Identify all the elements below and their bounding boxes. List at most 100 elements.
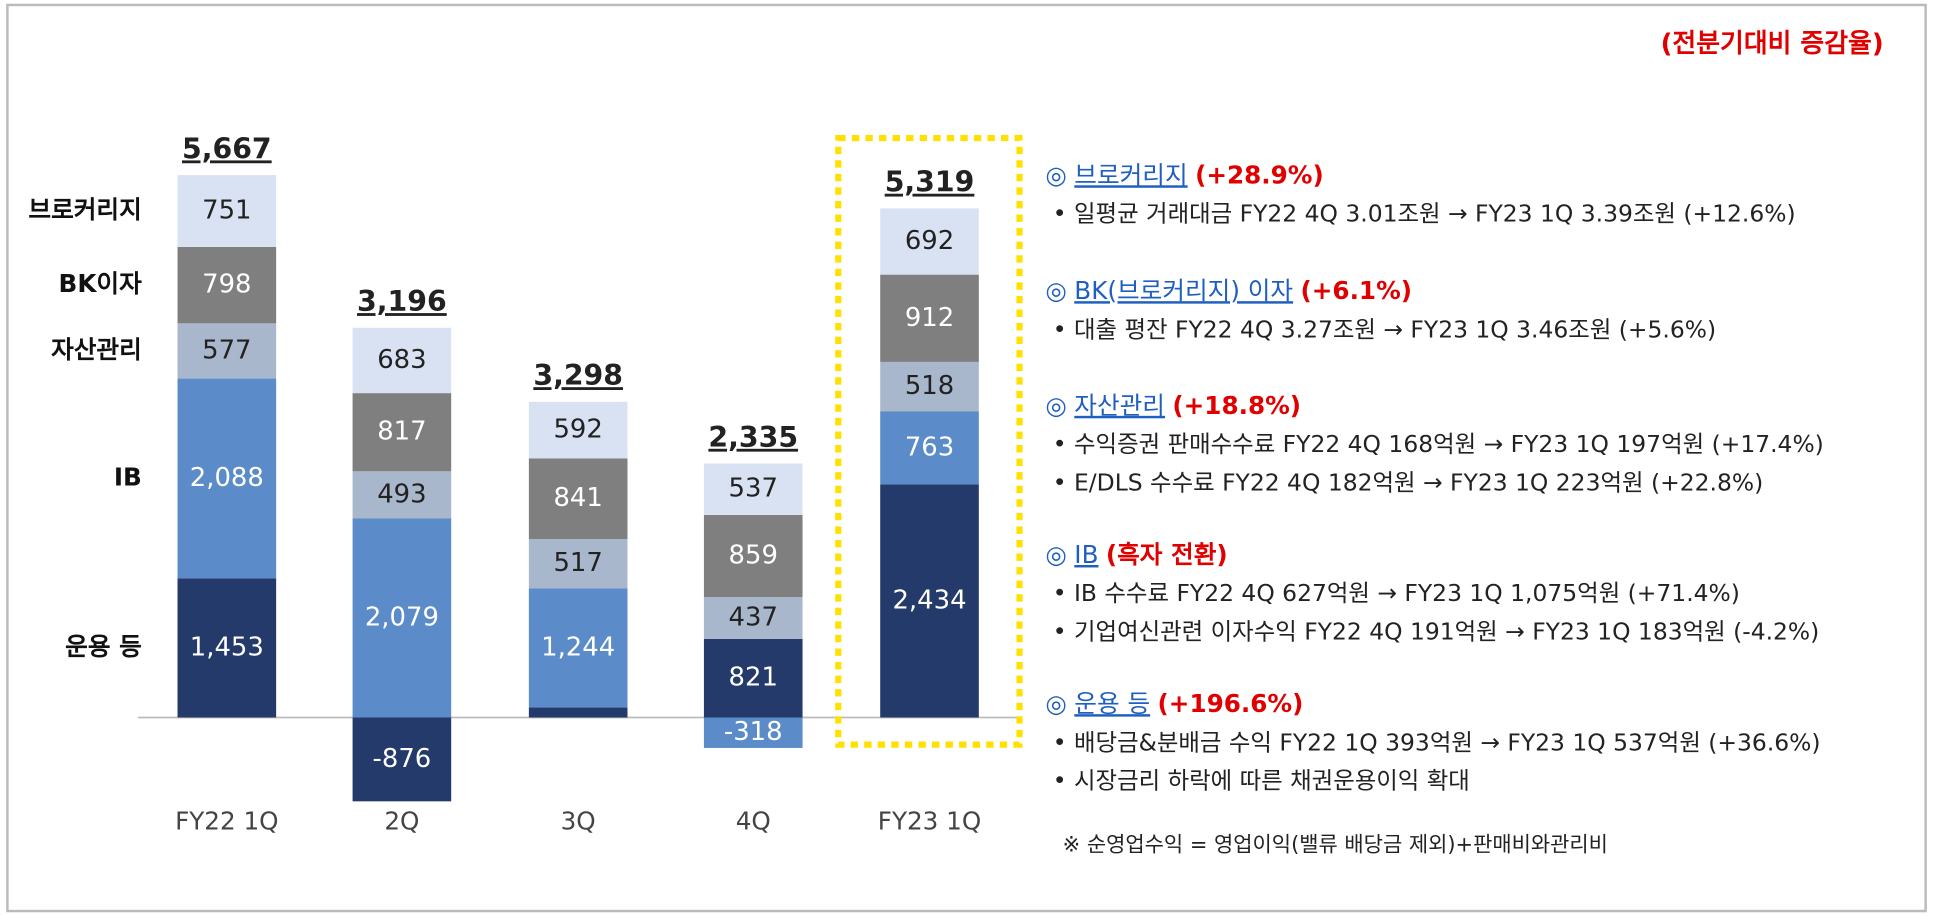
bullet-text: 배당금&분배금 수익 FY22 1Q 393억원 → FY23 1Q 537억원… — [1074, 728, 1821, 756]
marker: ◎ — [1045, 160, 1067, 189]
bar-segment — [703, 463, 803, 515]
bullet-text: 대출 평잔 FY22 4Q 3.27조원 → FY23 1Q 3.46조원 (+… — [1074, 315, 1716, 343]
bar-segment — [528, 458, 628, 539]
section-change: (+196.6%) — [1158, 689, 1304, 718]
data-label: 683 — [377, 345, 426, 375]
data-label: 859 — [729, 540, 778, 570]
bullet-text: 시장금리 하락에 따른 채권운용이익 확대 — [1074, 766, 1470, 794]
bullet-text: E/DLS 수수료 FY22 4Q 182억원 → FY23 1Q 223억원 … — [1074, 468, 1763, 496]
marker: ◎ — [1045, 276, 1067, 305]
bullet: • — [1053, 728, 1067, 756]
bullet: • — [1053, 468, 1067, 496]
data-label: 577 — [202, 335, 251, 365]
bar-segment — [528, 707, 628, 718]
data-label: 2,079 — [365, 603, 439, 633]
legend-label: BK이자 — [59, 269, 143, 298]
data-label: 518 — [905, 371, 954, 401]
total-label: 3,298 — [533, 359, 623, 392]
data-label: 798 — [202, 270, 251, 300]
footnote: ※ 순영업수익 = 영업이익(밸류 배당금 제외)+판매비와관리비 — [1063, 833, 1608, 857]
legend-label: 자산관리 — [51, 335, 142, 364]
bar-segment — [177, 175, 277, 247]
marker: ◎ — [1045, 540, 1067, 569]
note-bullet: • 일평균 거래대금 FY22 4Q 3.01조원 → FY23 1Q 3.39조… — [1053, 199, 1796, 227]
note-bullet: • IB 수수료 FY22 4Q 627억원 → FY23 1Q 1,075억원 … — [1053, 579, 1740, 607]
data-label: 763 — [905, 433, 954, 463]
bar-segment — [880, 274, 979, 362]
bar-segment — [177, 323, 277, 379]
section-change: (흑자 전환) — [1106, 540, 1228, 569]
data-label: 751 — [202, 196, 251, 226]
total-label: 5,319 — [885, 166, 975, 199]
data-label: 537 — [729, 474, 778, 504]
bar-segment — [703, 638, 803, 718]
bar-segment — [880, 484, 979, 718]
x-tick-label: FY22 1Q — [175, 806, 278, 835]
note-heading: ◎ BK(브로커리지) 이자 (+6.1%) — [1045, 276, 1412, 305]
note-bullet: • E/DLS 수수료 FY22 4Q 182억원 → FY23 1Q 223억원… — [1053, 468, 1763, 496]
data-label: 841 — [553, 483, 602, 513]
bar-segment — [352, 717, 452, 802]
note-heading: ◎ 운용 등 (+196.6%) — [1045, 689, 1303, 718]
note-heading: ◎ IB (흑자 전환) — [1045, 540, 1227, 569]
frame — [6, 3, 1927, 913]
x-tick-label: 4Q — [736, 806, 771, 835]
section-name: 브로커리지 — [1074, 160, 1187, 189]
bullet-text: 일평균 거래대금 FY22 4Q 3.01조원 → FY23 1Q 3.39조원… — [1074, 199, 1796, 227]
note-bullet: • 기업여신관련 이자수익 FY22 4Q 191억원 → FY23 1Q 183… — [1053, 617, 1820, 645]
bar-segment — [528, 401, 628, 459]
total-label: 5,667 — [182, 132, 272, 165]
marker: ◎ — [1045, 391, 1067, 420]
bullet-text: IB 수수료 FY22 4Q 627억원 → FY23 1Q 1,075억원 (… — [1074, 579, 1740, 607]
data-label: -876 — [373, 744, 432, 774]
x-tick-label: 3Q — [561, 806, 596, 835]
legend-label: IB — [114, 462, 142, 491]
data-label: 493 — [377, 479, 426, 509]
legend-label: 운용 등 — [65, 632, 142, 661]
data-label: 2,434 — [892, 586, 966, 616]
section-name: BK(브로커리지) 이자 — [1074, 276, 1293, 305]
section-change: (+6.1%) — [1301, 276, 1413, 305]
bar-segment — [528, 588, 628, 708]
bar-segment — [352, 327, 452, 394]
bar-segment — [352, 471, 452, 519]
note-bullet: • 배당금&분배금 수익 FY22 1Q 393억원 → FY23 1Q 537억… — [1053, 728, 1821, 756]
bar-segment — [528, 538, 628, 589]
note-heading: ◎ 자산관리 (+18.8%) — [1045, 391, 1301, 420]
bullet: • — [1053, 315, 1067, 343]
bar-segment — [177, 378, 277, 579]
bar-segment — [703, 597, 803, 639]
note-bullet: • 대출 평잔 FY22 4Q 3.27조원 → FY23 1Q 3.46조원 (… — [1053, 315, 1716, 343]
data-label: -318 — [724, 717, 783, 747]
bar-segment — [352, 393, 452, 472]
data-label: 1,244 — [541, 633, 615, 663]
bullet: • — [1053, 766, 1067, 794]
section-name: IB — [1074, 540, 1098, 569]
section-name: 운용 등 — [1074, 689, 1150, 718]
data-label: 517 — [553, 548, 602, 578]
data-label: 2,088 — [190, 463, 264, 493]
bar-segment — [177, 246, 277, 324]
data-label: 437 — [729, 603, 778, 633]
bar-segment — [703, 717, 803, 748]
bullet: • — [1053, 617, 1067, 645]
legend-label: 브로커리지 — [28, 195, 141, 224]
bar-segment — [703, 514, 803, 598]
data-label: 692 — [905, 226, 954, 256]
total-label: 3,196 — [357, 285, 447, 318]
subtitle: (전분기대비 증감율) — [1661, 29, 1884, 59]
bullet-text: 수익증권 판매수수료 FY22 4Q 168억원 → FY23 1Q 197억원… — [1074, 430, 1824, 458]
bullet: • — [1053, 579, 1067, 607]
note-bullet: • 수익증권 판매수수료 FY22 4Q 168억원 → FY23 1Q 197억… — [1053, 430, 1824, 458]
data-label: 912 — [905, 303, 954, 333]
data-label: 1,453 — [190, 632, 264, 662]
marker: ◎ — [1045, 689, 1067, 718]
data-label: 592 — [553, 415, 602, 445]
bar-segment — [880, 208, 979, 275]
section-name: 자산관리 — [1074, 391, 1165, 420]
x-tick-label: 2Q — [384, 806, 419, 835]
section-change: (+28.9%) — [1195, 160, 1324, 189]
note-heading: ◎ 브로커리지 (+28.9%) — [1045, 160, 1323, 189]
bar-segment — [880, 411, 979, 485]
